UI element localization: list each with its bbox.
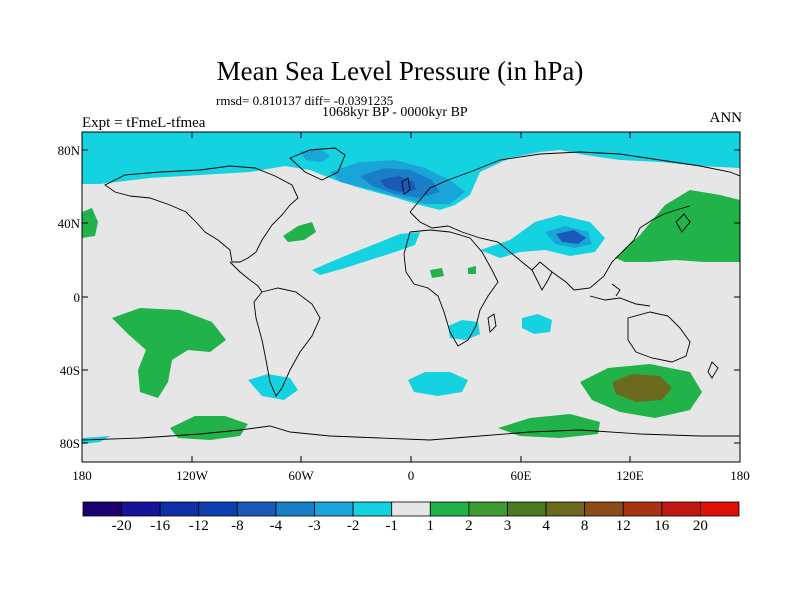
- x-tick-label: 60W: [288, 468, 314, 483]
- colorbar-label: -2: [346, 518, 360, 534]
- colorbar-label: 1: [426, 518, 435, 534]
- map-title: Mean Sea Level Pressure (in hPa): [216, 56, 584, 86]
- africa-green-patch-1: [430, 268, 444, 278]
- colorbar: [82, 501, 740, 517]
- colorbar-swatch: [429, 501, 470, 517]
- y-tick-label: 0: [73, 290, 81, 305]
- south-indian-high-core: [612, 374, 672, 402]
- colorbar-label: 20: [692, 518, 708, 534]
- africa-green-patch-2: [468, 266, 476, 274]
- x-tick-label: 0: [407, 468, 415, 483]
- colorbar-swatch: [159, 501, 200, 517]
- colorbar-swatch: [275, 501, 315, 517]
- colorbar-swatch: [391, 501, 431, 517]
- south-africa-cyan: [448, 320, 480, 340]
- southern-ocean-green-2: [498, 414, 600, 438]
- colorbar-label: -8: [231, 518, 244, 534]
- south-pacific-high: [112, 308, 226, 398]
- y-tick-label: 40N: [57, 216, 80, 231]
- colorbar-label: 12: [615, 518, 631, 534]
- colorbar-label: -3: [308, 518, 321, 534]
- colorbar-label: -12: [188, 518, 209, 534]
- x-tick-label: 120E: [616, 468, 644, 483]
- colorbar-swatch: [622, 501, 663, 517]
- colorbar-swatch: [236, 501, 277, 517]
- colorbar-swatch: [198, 501, 238, 517]
- colorbar-swatch: [121, 501, 161, 517]
- y-tick-label: 80N: [57, 143, 80, 158]
- colorbar-label: -20: [111, 518, 132, 534]
- colorbar-label: 16: [654, 518, 670, 534]
- colorbar-swatch: [82, 501, 122, 517]
- southern-ocean-green-1: [170, 416, 248, 440]
- colorbar-swatch: [314, 501, 354, 517]
- indian-ocean-cyan: [522, 314, 552, 334]
- axis-ticks: [82, 132, 740, 462]
- stats-line: rmsd= 0.810137 diff= -0.0391235: [216, 93, 394, 108]
- x-tick-label: 60E: [510, 468, 532, 483]
- colorbar-swatch: [507, 501, 547, 517]
- y-tick-label: 40S: [59, 363, 80, 378]
- colorbar-label: -16: [150, 518, 171, 534]
- x-tick-label: 120W: [176, 468, 208, 483]
- greenland-low: [300, 148, 330, 162]
- tibet-low-core: [556, 230, 586, 244]
- x-tick-label: 180: [72, 468, 92, 483]
- colorbar-swatch: [584, 501, 624, 517]
- colorbar-swatch: [700, 501, 740, 517]
- colorbar-label: 3: [503, 518, 512, 534]
- colorbar-swatch: [352, 501, 393, 517]
- south-atlantic-cyan: [408, 372, 468, 396]
- coastlines: [82, 147, 740, 441]
- period-label: 1068kyr BP - 0000kyr BP: [322, 105, 468, 120]
- north-atlantic-low-center: [380, 176, 416, 192]
- season-label: ANN: [709, 110, 743, 126]
- colorbar-swatch: [545, 501, 586, 517]
- atlantic-green-patch: [283, 222, 316, 242]
- atlantic-cyan-band: [312, 232, 420, 275]
- north-pacific-high: [615, 190, 740, 262]
- colorbar-label: -1: [385, 518, 398, 534]
- y-tick-label: 80S: [59, 436, 80, 451]
- north-pacific-high-west: [82, 208, 98, 238]
- colorbar-label: 2: [465, 518, 473, 534]
- colorbar-label: -4: [269, 518, 283, 534]
- antarctic-edge-cyan: [82, 436, 110, 444]
- colorbar-label: 8: [580, 518, 589, 534]
- x-tick-label: 180: [730, 468, 750, 483]
- experiment-label: Expt = tFmeL-tfmea: [82, 115, 206, 131]
- colorbar-swatch: [468, 501, 508, 517]
- colorbar-swatch: [661, 501, 701, 517]
- colorbar-label: 4: [542, 518, 550, 534]
